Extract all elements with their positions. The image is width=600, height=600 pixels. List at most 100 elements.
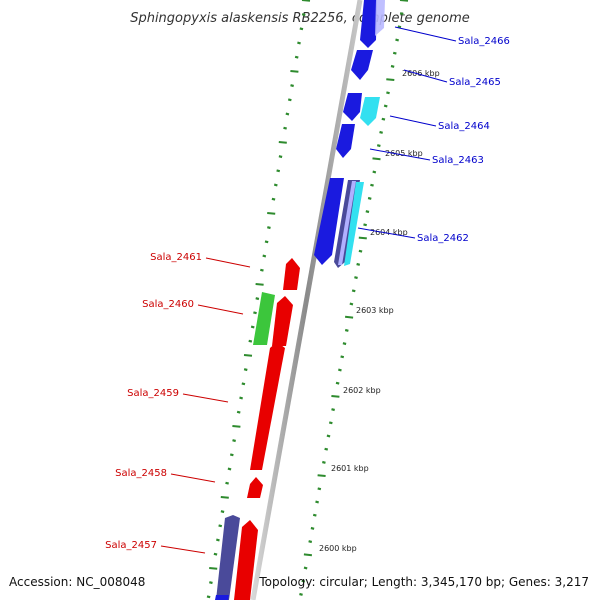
gene-feature-sala-2466 [360, 0, 377, 48]
tick-mark [344, 328, 349, 332]
leader-line [389, 115, 437, 127]
genome-summary-text: Topology: circular; Length: 3,345,170 bp… [258, 575, 589, 589]
scale-label-2601: 2601 kbp [331, 464, 369, 473]
gene-feature-sala-2460b [272, 296, 293, 346]
gene-label-sala-2458[interactable]: Sala_2458 [115, 468, 167, 479]
tick-mark [301, 579, 306, 583]
tick-mark [312, 513, 317, 517]
tick-mark [271, 197, 276, 201]
gene-label-sala-2459[interactable]: Sala_2459 [127, 388, 179, 399]
gene-feature-sala-2463 [336, 124, 355, 158]
tick-mark [390, 64, 395, 68]
tick-mark [262, 254, 267, 258]
tick-mark [206, 595, 211, 599]
tick-mark [392, 51, 397, 55]
tick-mark [324, 447, 329, 451]
tick-mark [376, 144, 381, 148]
scale-label-2605: 2605 kbp [385, 149, 423, 158]
tick-mark [386, 91, 390, 95]
tick-mark [335, 381, 340, 385]
tick-mark [225, 481, 229, 485]
tick-mark [317, 474, 326, 477]
tick-mark [303, 566, 308, 570]
gene-label-sala-2465[interactable]: Sala_2465 [449, 77, 501, 88]
gene-feature-sala-2461 [283, 258, 300, 290]
forward-strand-features [314, 0, 385, 268]
gene-label-sala-2466[interactable]: Sala_2466 [458, 36, 510, 47]
gene-feature-sala-2459 [250, 342, 285, 470]
tick-mark [227, 467, 232, 471]
leader-line [160, 545, 206, 554]
tick-mark [383, 104, 388, 108]
tick-mark [283, 126, 287, 130]
tick-mark [354, 276, 358, 280]
tick-mark [310, 526, 315, 530]
tick-mark [290, 84, 294, 88]
tick-mark [232, 439, 236, 443]
tick-mark [220, 510, 225, 514]
tick-mark [239, 396, 243, 400]
tick-mark [294, 55, 299, 59]
tick-mark [331, 408, 335, 412]
tick-mark [241, 382, 246, 386]
leader-line [170, 473, 216, 483]
tick-mark [363, 223, 367, 227]
tick-mark [315, 500, 319, 504]
forward-gene-labels: Sala_2466 Sala_2465 Sala_2464 Sala_2463 … [357, 26, 510, 244]
tick-mark [395, 38, 399, 42]
tick-mark [229, 453, 234, 457]
scale-label-2603: 2603 kbp [356, 306, 394, 315]
scale-labels: 2606 kbp 2605 kbp 2604 kbp 2603 kbp 2602… [319, 69, 440, 553]
tick-mark [345, 315, 354, 319]
tick-mark [340, 355, 345, 359]
tick-mark [255, 283, 264, 286]
scale-label-2602: 2602 kbp [343, 386, 381, 395]
tick-mark [370, 183, 374, 187]
gene-feature-sala-2458 [247, 477, 263, 498]
gene-feature-sala-2460 [253, 292, 275, 345]
leader-line [369, 148, 431, 161]
tick-mark [273, 183, 278, 187]
gene-label-sala-2462[interactable]: Sala_2462 [417, 233, 469, 244]
tick-mark [290, 70, 299, 73]
gene-label-sala-2460[interactable]: Sala_2460 [142, 299, 194, 310]
tick-mark [209, 581, 213, 585]
gene-feature-sala-2465 [351, 50, 373, 80]
tick-mark [253, 311, 257, 315]
gene-feature-sala-2457 [234, 520, 258, 600]
tick-mark [255, 297, 260, 301]
gene-label-sala-2464[interactable]: Sala_2464 [438, 121, 490, 132]
tick-mark [326, 434, 331, 438]
leader-line [357, 227, 416, 239]
gene-feature-sala-2462 [314, 178, 344, 265]
tick-mark [297, 41, 301, 45]
tick-mark [276, 169, 281, 173]
gene-label-sala-2457[interactable]: Sala_2457 [105, 540, 157, 551]
tick-mark [218, 524, 223, 528]
tick-mark [372, 170, 377, 174]
tick-mark [303, 553, 312, 557]
tick-mark [213, 552, 218, 556]
tick-mark [299, 592, 303, 596]
tick-mark [328, 421, 333, 425]
tick-mark [358, 249, 363, 253]
tick-mark [338, 368, 342, 372]
tick-mark [381, 117, 386, 121]
tick-mark [250, 325, 255, 329]
scale-label-2604: 2604 kbp [370, 228, 408, 237]
tick-mark [399, 12, 404, 16]
gene-feature-sala-2466-highlight [375, 0, 385, 36]
gene-label-sala-2463[interactable]: Sala_2463 [432, 155, 484, 166]
scale-label-2600: 2600 kbp [319, 544, 357, 553]
gene-feature-edge [215, 595, 229, 600]
tick-mark [216, 538, 220, 542]
tick-mark [278, 155, 283, 159]
tick-mark [308, 540, 313, 544]
gene-label-sala-2461[interactable]: Sala_2461 [150, 252, 202, 263]
tick-mark [236, 410, 241, 414]
reverse-gene-labels: Sala_2461 Sala_2460 Sala_2459 Sala_2458 … [105, 252, 251, 554]
gene-feature-sala-2464 [360, 97, 380, 126]
tick-mark [209, 567, 218, 570]
tick-mark [317, 487, 322, 491]
